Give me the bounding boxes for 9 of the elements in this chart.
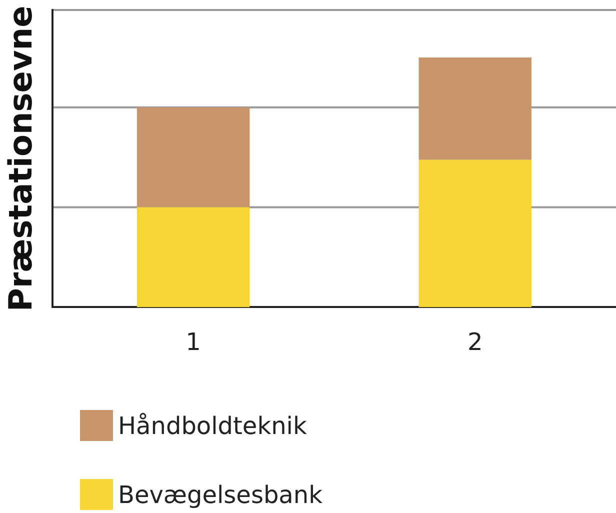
legend-label: Bevægelsesbank [118, 480, 322, 508]
bar [418, 57, 532, 160]
x-tick-label: 1 [186, 328, 201, 356]
x-tick-label: 2 [467, 328, 483, 356]
y-axis-title: Præstationsevne [2, 6, 40, 312]
bar [136, 207, 250, 308]
legend-label: Håndboldteknik [118, 412, 307, 440]
bar [136, 107, 250, 208]
bar [418, 160, 532, 308]
